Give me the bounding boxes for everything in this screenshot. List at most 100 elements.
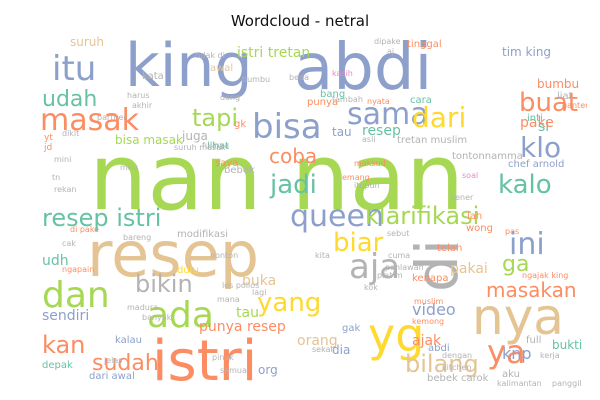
word-klo: klo bbox=[520, 131, 562, 164]
word-emang: emang bbox=[342, 173, 370, 182]
word-maksud: maksud bbox=[354, 159, 386, 168]
word-juga: juga bbox=[182, 129, 208, 143]
word-resep-istri: resep istri bbox=[42, 204, 162, 232]
word-istri-tretan: istri tretan bbox=[237, 45, 311, 61]
word-tau: tau bbox=[332, 125, 352, 139]
word-saya: saya bbox=[215, 158, 239, 169]
word-abdi: abdi bbox=[294, 34, 433, 105]
word-lah: lah bbox=[467, 211, 483, 222]
word-punya: punya bbox=[307, 97, 339, 108]
word-sebut: sebut bbox=[387, 229, 410, 238]
word-ngajak-king: ngajak king bbox=[522, 271, 569, 280]
word-aj: aj bbox=[387, 47, 395, 56]
word-aku: aku bbox=[502, 369, 520, 380]
word-resep-small: resep bbox=[362, 123, 401, 139]
word-ini: ini bbox=[509, 227, 545, 262]
word-tambah: tambah bbox=[332, 95, 363, 104]
word-dari-awal: dari awal bbox=[89, 371, 135, 382]
word-nyata: nyata bbox=[367, 97, 390, 106]
word-pake: pake bbox=[520, 115, 554, 131]
word-pinak: pinak bbox=[212, 353, 234, 362]
word-di-pake: di pake bbox=[70, 225, 100, 234]
word-kerja: kerja bbox=[540, 351, 560, 360]
word-madura: madura bbox=[127, 303, 159, 312]
word-dengan: dengan bbox=[442, 351, 473, 360]
wordcloud: nan nan resep abdi king istri nya di yg … bbox=[32, 34, 587, 390]
word-bebek-carok: bebek carok bbox=[427, 373, 489, 384]
word-sama: sama bbox=[347, 97, 429, 132]
word-kalo: kalo bbox=[498, 170, 552, 200]
word-tidak-di: tidak di bbox=[195, 51, 225, 60]
word-yang: yang bbox=[257, 288, 322, 318]
word-buka: buka bbox=[242, 273, 277, 289]
word-gk: gk bbox=[234, 119, 247, 130]
word-bukti: bukti bbox=[552, 338, 583, 352]
word-pas: pas bbox=[505, 227, 520, 236]
word-king: king bbox=[125, 34, 253, 101]
word-coba: coba bbox=[269, 144, 318, 168]
word-los-pollos: los pollos bbox=[222, 281, 260, 290]
word-bebek: bebek bbox=[224, 165, 255, 176]
word-harus: harus bbox=[127, 91, 150, 100]
word-kok: kok bbox=[364, 283, 378, 292]
word-bisa: bisa bbox=[252, 107, 322, 147]
word-ga: ga bbox=[502, 252, 530, 277]
word-bumbu-2: bumbu bbox=[242, 75, 271, 84]
word-inti: inti bbox=[527, 113, 543, 124]
word-kitchen: kitchen bbox=[442, 363, 472, 372]
word-abdi-small: abdi bbox=[428, 343, 450, 354]
word-semua: semua bbox=[220, 366, 247, 375]
word-dia: dia bbox=[332, 343, 351, 357]
word-nan-nan: nan nan bbox=[89, 124, 465, 231]
word-tretan-muslim: tretan muslim bbox=[397, 135, 468, 146]
word-bareng: bareng bbox=[123, 233, 152, 242]
word-jelas: jelas bbox=[104, 356, 123, 365]
word-aja: aja bbox=[349, 247, 401, 287]
word-buat: buat bbox=[519, 88, 579, 118]
word-sendiri: sendiri bbox=[42, 308, 90, 324]
word-telah: telah bbox=[437, 243, 463, 254]
word-dulu: dulu bbox=[177, 265, 199, 276]
word-punya-resep: punya resep bbox=[199, 319, 286, 335]
word-tim-king: tim king bbox=[502, 45, 552, 59]
word-istri-large: istri bbox=[152, 329, 258, 390]
word-kalimantan: kalimantan bbox=[497, 379, 542, 388]
word-queen: queen bbox=[290, 199, 384, 234]
word-tontonnamma: tontonnamma bbox=[452, 151, 523, 162]
word-wong: wong bbox=[466, 223, 493, 234]
word-ya: ya bbox=[487, 333, 526, 371]
word-jd: jd bbox=[44, 143, 53, 153]
word-gak: gak bbox=[342, 323, 361, 334]
word-mini: mini bbox=[54, 155, 72, 164]
word-resep-large: resep bbox=[87, 218, 260, 291]
word-pakai: pakai bbox=[450, 261, 488, 277]
word-cak: cak bbox=[62, 239, 76, 248]
word-panggil: panggil bbox=[552, 379, 582, 388]
word-mana: mana bbox=[217, 295, 240, 304]
word-akhir: akhir bbox=[132, 101, 153, 110]
word-dong: dong bbox=[220, 93, 241, 102]
word-si: si bbox=[538, 119, 550, 135]
word-bisa-masak: bisa masak bbox=[115, 133, 183, 147]
word-orang: orang bbox=[297, 333, 338, 349]
word-klarifikasi: klarifikasi bbox=[365, 202, 480, 230]
word-plat-m: plat m bbox=[377, 271, 403, 280]
word-sekali: sekali bbox=[312, 345, 335, 354]
word-kata: kata bbox=[142, 71, 164, 82]
word-partner: partner bbox=[97, 113, 127, 122]
word-masakan: masakan bbox=[486, 278, 577, 302]
word-kalau: kalau bbox=[115, 335, 142, 346]
word-dari: dari bbox=[412, 101, 467, 134]
word-chef-arnold: chef arnold bbox=[508, 159, 565, 170]
word-bilang: bilang bbox=[405, 350, 479, 378]
word-itupun: itupun bbox=[354, 181, 380, 190]
word-fullnya: fullnya bbox=[202, 141, 230, 150]
word-ganteng: ganteng bbox=[562, 101, 587, 110]
word-biar: biar bbox=[333, 228, 384, 258]
word-video: video bbox=[412, 300, 456, 319]
word-muslim: muslim bbox=[414, 297, 444, 306]
word-lihat: lihat bbox=[207, 141, 229, 152]
word-depak: depak bbox=[42, 360, 73, 371]
word-nya: nya bbox=[472, 288, 564, 346]
word-bang: bang bbox=[320, 89, 346, 100]
